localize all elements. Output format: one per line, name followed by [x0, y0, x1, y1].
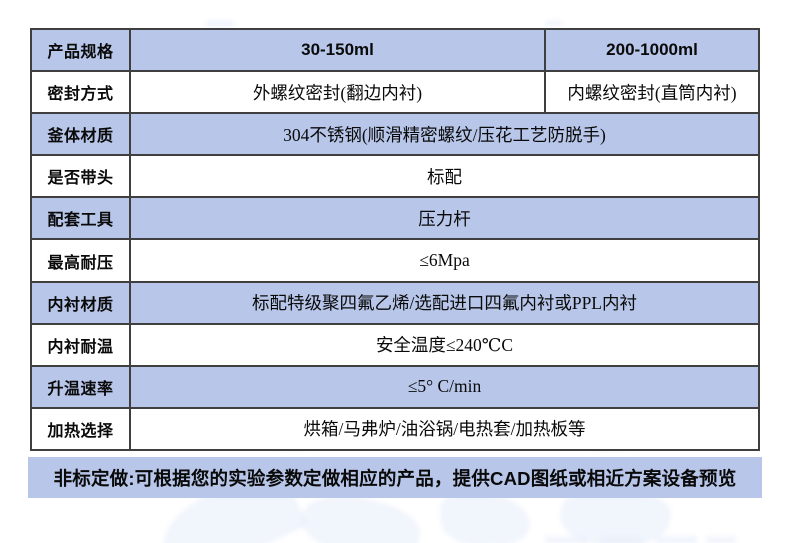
- row-label: 配套工具: [32, 198, 131, 239]
- row-label: 内衬耐温: [32, 324, 131, 365]
- row-label: 最高耐压: [32, 240, 131, 281]
- row-value-large-volume: 200-1000ml: [606, 40, 698, 60]
- row-label: 是否带头: [32, 156, 131, 197]
- row-value-internal-thread: 内螺纹密封(直筒内衬): [567, 82, 737, 103]
- row-label: 加热选择: [32, 408, 131, 449]
- row-label: 产品规格: [32, 30, 131, 71]
- table-row-body-material: 釜体材质 304不锈钢(顺滑精密螺纹/压花工艺防脱手): [32, 114, 758, 157]
- row-label: 密封方式: [32, 72, 131, 113]
- watermark-fragment: [655, 536, 697, 543]
- row-value: 压力杆: [418, 208, 471, 229]
- row-label: 釜体材质: [32, 114, 131, 155]
- row-value: 标配特级聚四氟乙烯/选配进口四氟内衬或PPL内衬: [251, 293, 637, 314]
- custom-order-text: 非标定做:可根据您的实验参数定做相应的产品，提供CAD图纸或相近方案设备预览: [53, 467, 737, 489]
- watermark-fragment: [706, 536, 736, 543]
- watermark-logo-glyph: [440, 492, 530, 543]
- row-value: 安全温度≤240℃C: [375, 335, 514, 356]
- table-row-heating-rate: 升温速率 ≤5° C/min: [32, 366, 758, 409]
- table-row-max-pressure: 最高耐压 ≤6Mpa: [32, 240, 758, 283]
- row-label: 升温速率: [32, 366, 131, 407]
- table-row-heating-options: 加热选择 烘箱/马弗炉/油浴锅/电热套/加热板等: [32, 408, 758, 449]
- row-value-small-volume: 30-150ml: [131, 30, 546, 71]
- watermark-fragment: [545, 536, 587, 543]
- table-row-product-spec: 产品规格 30-150ml 200-1000ml: [32, 30, 758, 73]
- custom-order-banner: 非标定做:可根据您的实验参数定做相应的产品，提供CAD图纸或相近方案设备预览: [28, 457, 762, 498]
- watermark-fragment: [205, 20, 235, 27]
- table-row-liner-material: 内衬材质 标配特级聚四氟乙烯/选配进口四氟内衬或PPL内衬: [32, 282, 758, 325]
- row-value: 标配: [427, 166, 462, 187]
- row-value: ≤6Mpa: [419, 250, 470, 271]
- row-value: ≤5° C/min: [407, 376, 482, 397]
- table-row-head-included: 是否带头 标配: [32, 156, 758, 199]
- table-row-liner-temp: 内衬耐温 安全温度≤240℃C: [32, 324, 758, 367]
- table-row-tools: 配套工具 压力杆: [32, 198, 758, 241]
- watermark-fragment: [545, 20, 563, 26]
- row-value-external-thread: 外螺纹密封(翻边内衬): [131, 72, 546, 113]
- product-spec-table: 产品规格 30-150ml 200-1000ml 密封方式 外螺纹密封(翻边内衬…: [30, 28, 760, 451]
- row-value: 烘箱/马弗炉/油浴锅/电热套/加热板等: [303, 419, 586, 440]
- row-label: 内衬材质: [32, 282, 131, 323]
- table-row-sealing: 密封方式 外螺纹密封(翻边内衬) 内螺纹密封(直筒内衬): [32, 72, 758, 115]
- watermark-fragment: [600, 536, 642, 543]
- row-value: 304不锈钢(顺滑精密螺纹/压花工艺防脱手): [283, 124, 606, 145]
